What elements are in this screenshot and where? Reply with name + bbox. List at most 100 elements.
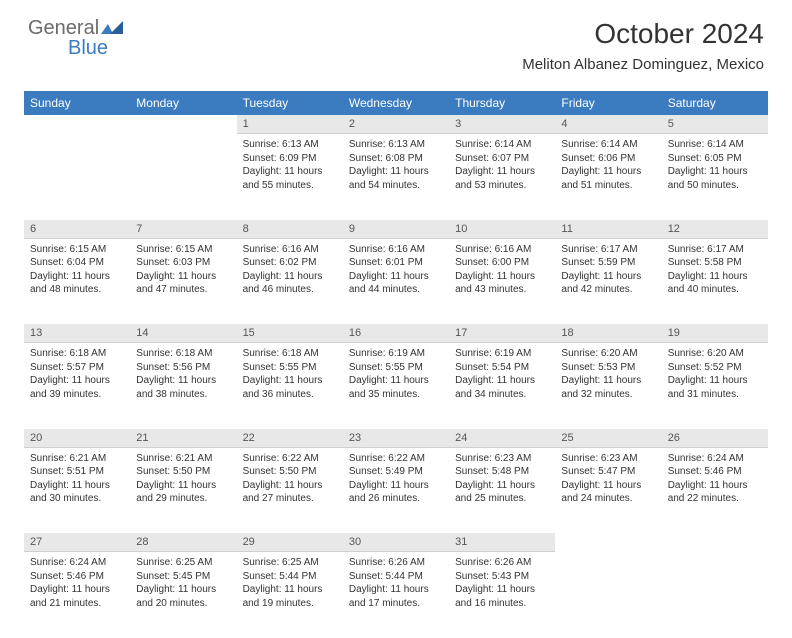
sunset-line: Sunset: 5:47 PM [561,465,655,479]
day-details: Sunrise: 6:18 AMSunset: 5:55 PMDaylight:… [237,343,343,429]
sunset-line: Sunset: 5:51 PM [30,465,124,479]
day-content-row: Sunrise: 6:21 AMSunset: 5:51 PMDaylight:… [24,447,768,533]
daylight-line: Daylight: 11 hours and 32 minutes. [561,374,655,401]
empty-cell [555,552,661,638]
day-number: 15 [237,324,343,343]
daynum-row: 20212223242526 [24,429,768,448]
sunset-line: Sunset: 6:04 PM [30,256,124,270]
sunset-line: Sunset: 6:03 PM [136,256,230,270]
day-number: 12 [662,220,768,239]
weekday-header: Sunday [24,91,130,115]
day-details: Sunrise: 6:22 AMSunset: 5:50 PMDaylight:… [237,447,343,533]
day-number: 18 [555,324,661,343]
day-details: Sunrise: 6:20 AMSunset: 5:53 PMDaylight:… [555,343,661,429]
day-number: 21 [130,429,236,448]
sunset-line: Sunset: 5:58 PM [668,256,762,270]
day-details: Sunrise: 6:24 AMSunset: 5:46 PMDaylight:… [662,447,768,533]
sunrise-line: Sunrise: 6:20 AM [561,347,655,361]
sunset-line: Sunset: 6:01 PM [349,256,443,270]
daylight-line: Daylight: 11 hours and 39 minutes. [30,374,124,401]
daylight-line: Daylight: 11 hours and 21 minutes. [30,583,124,610]
day-details: Sunrise: 6:25 AMSunset: 5:45 PMDaylight:… [130,552,236,638]
sunset-line: Sunset: 5:50 PM [136,465,230,479]
day-number: 24 [449,429,555,448]
sunrise-line: Sunrise: 6:13 AM [243,138,337,152]
daylight-line: Daylight: 11 hours and 25 minutes. [455,479,549,506]
day-details: Sunrise: 6:20 AMSunset: 5:52 PMDaylight:… [662,343,768,429]
sunset-line: Sunset: 5:50 PM [243,465,337,479]
day-details: Sunrise: 6:14 AMSunset: 6:05 PMDaylight:… [662,134,768,220]
weekday-header: Saturday [662,91,768,115]
weekday-header-row: SundayMondayTuesdayWednesdayThursdayFrid… [24,91,768,115]
day-number: 31 [449,533,555,552]
weekday-header: Thursday [449,91,555,115]
daylight-line: Daylight: 11 hours and 30 minutes. [30,479,124,506]
day-number: 2 [343,115,449,134]
day-number: 22 [237,429,343,448]
day-number: 30 [343,533,449,552]
empty-cell [662,533,768,552]
weekday-header: Tuesday [237,91,343,115]
day-details: Sunrise: 6:17 AMSunset: 5:58 PMDaylight:… [662,238,768,324]
sunset-line: Sunset: 6:02 PM [243,256,337,270]
daylight-line: Daylight: 11 hours and 48 minutes. [30,270,124,297]
sunrise-line: Sunrise: 6:22 AM [349,452,443,466]
month-title: October 2024 [522,18,764,50]
sunrise-line: Sunrise: 6:17 AM [561,243,655,257]
sunrise-line: Sunrise: 6:21 AM [136,452,230,466]
sunset-line: Sunset: 5:45 PM [136,570,230,584]
sunrise-line: Sunrise: 6:17 AM [668,243,762,257]
sunset-line: Sunset: 6:00 PM [455,256,549,270]
day-details: Sunrise: 6:16 AMSunset: 6:01 PMDaylight:… [343,238,449,324]
daylight-line: Daylight: 11 hours and 24 minutes. [561,479,655,506]
sunset-line: Sunset: 6:05 PM [668,152,762,166]
day-number: 6 [24,220,130,239]
day-number: 14 [130,324,236,343]
daylight-line: Daylight: 11 hours and 20 minutes. [136,583,230,610]
sunset-line: Sunset: 5:44 PM [349,570,443,584]
day-content-row: Sunrise: 6:13 AMSunset: 6:09 PMDaylight:… [24,134,768,220]
sunset-line: Sunset: 5:46 PM [668,465,762,479]
sunrise-line: Sunrise: 6:18 AM [30,347,124,361]
sunset-line: Sunset: 5:59 PM [561,256,655,270]
empty-cell [662,552,768,638]
sunrise-line: Sunrise: 6:24 AM [30,556,124,570]
brand-mark-icon [101,20,123,36]
sunset-line: Sunset: 5:44 PM [243,570,337,584]
day-details: Sunrise: 6:19 AMSunset: 5:54 PMDaylight:… [449,343,555,429]
sunrise-line: Sunrise: 6:19 AM [455,347,549,361]
day-number: 26 [662,429,768,448]
sunrise-line: Sunrise: 6:25 AM [243,556,337,570]
sunrise-line: Sunrise: 6:21 AM [30,452,124,466]
day-details: Sunrise: 6:18 AMSunset: 5:56 PMDaylight:… [130,343,236,429]
weekday-header: Friday [555,91,661,115]
empty-cell [24,134,130,220]
daylight-line: Daylight: 11 hours and 35 minutes. [349,374,443,401]
daylight-line: Daylight: 11 hours and 29 minutes. [136,479,230,506]
brand-text-1: General [28,18,99,38]
daylight-line: Daylight: 11 hours and 26 minutes. [349,479,443,506]
sunrise-line: Sunrise: 6:24 AM [668,452,762,466]
daylight-line: Daylight: 11 hours and 34 minutes. [455,374,549,401]
sunset-line: Sunset: 5:53 PM [561,361,655,375]
sunrise-line: Sunrise: 6:15 AM [136,243,230,257]
daylight-line: Daylight: 11 hours and 17 minutes. [349,583,443,610]
day-content-row: Sunrise: 6:24 AMSunset: 5:46 PMDaylight:… [24,552,768,638]
empty-cell [24,115,130,134]
day-number: 3 [449,115,555,134]
daylight-line: Daylight: 11 hours and 44 minutes. [349,270,443,297]
sunset-line: Sunset: 6:07 PM [455,152,549,166]
sunset-line: Sunset: 5:55 PM [243,361,337,375]
day-details: Sunrise: 6:17 AMSunset: 5:59 PMDaylight:… [555,238,661,324]
sunrise-line: Sunrise: 6:16 AM [349,243,443,257]
day-details: Sunrise: 6:15 AMSunset: 6:04 PMDaylight:… [24,238,130,324]
sunset-line: Sunset: 5:46 PM [30,570,124,584]
sunrise-line: Sunrise: 6:13 AM [349,138,443,152]
sunrise-line: Sunrise: 6:15 AM [30,243,124,257]
day-content-row: Sunrise: 6:18 AMSunset: 5:57 PMDaylight:… [24,343,768,429]
brand-text-2: Blue [68,37,108,59]
sunset-line: Sunset: 5:55 PM [349,361,443,375]
daylight-line: Daylight: 11 hours and 42 minutes. [561,270,655,297]
daylight-line: Daylight: 11 hours and 53 minutes. [455,165,549,192]
sunrise-line: Sunrise: 6:14 AM [561,138,655,152]
